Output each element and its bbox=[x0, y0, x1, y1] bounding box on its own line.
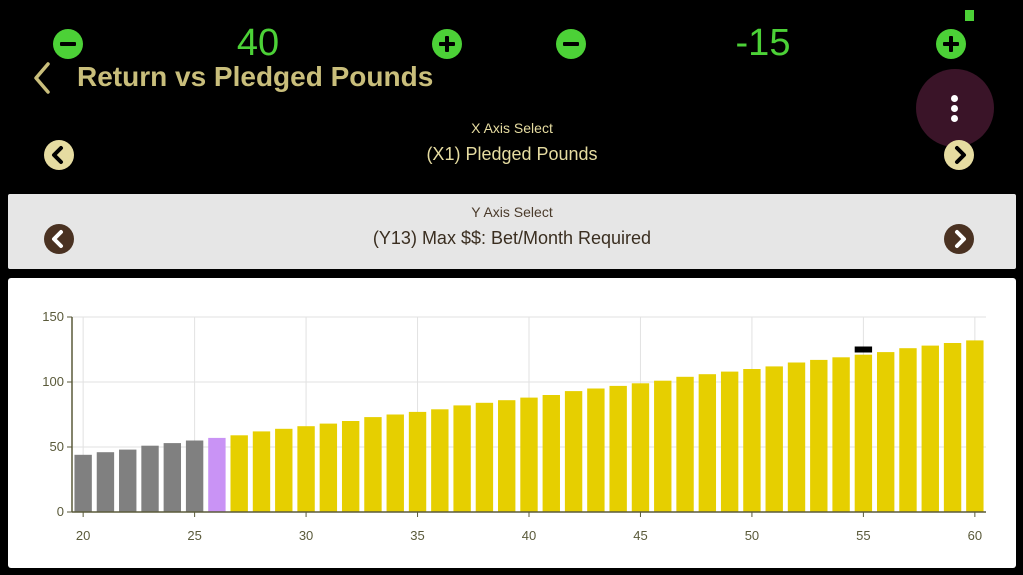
x-axis-select: X Axis Select (X1) Pledged Pounds bbox=[8, 112, 1016, 182]
page-title: Return vs Pledged Pounds bbox=[77, 61, 434, 92]
battery-indicator bbox=[965, 10, 974, 21]
bar-28[interactable] bbox=[252, 431, 271, 512]
bar-22[interactable] bbox=[119, 449, 137, 512]
bar-46[interactable] bbox=[654, 380, 672, 512]
bar-43[interactable] bbox=[587, 388, 605, 513]
chevron-right-circle-icon bbox=[944, 224, 974, 254]
x-tick-label-60: 60 bbox=[968, 528, 982, 543]
bar-35[interactable] bbox=[408, 411, 427, 512]
x-tick-label-20: 20 bbox=[76, 528, 90, 543]
y-tick-label-0: 0 bbox=[57, 504, 64, 519]
bar-57[interactable] bbox=[899, 348, 917, 512]
minus-circle-icon bbox=[563, 42, 579, 46]
bar-48[interactable] bbox=[698, 374, 717, 512]
bar-31[interactable] bbox=[319, 423, 338, 512]
bar-60[interactable] bbox=[966, 340, 984, 512]
bar-45[interactable] bbox=[631, 383, 650, 512]
x-tick-label-30: 30 bbox=[299, 528, 313, 543]
bar-56[interactable] bbox=[876, 352, 895, 512]
bar-52[interactable] bbox=[787, 362, 806, 513]
minus-circle-icon bbox=[60, 42, 76, 46]
x-axis-next-button[interactable] bbox=[944, 140, 974, 170]
back-button[interactable] bbox=[28, 60, 62, 96]
x-axis-select-label: X Axis Select bbox=[471, 120, 553, 136]
bar-55[interactable] bbox=[854, 354, 873, 512]
chevron-right-circle-icon bbox=[944, 140, 974, 170]
chevron-left-circle-icon bbox=[44, 224, 74, 254]
stepper-1-plus-button[interactable] bbox=[432, 29, 462, 59]
bar-27[interactable] bbox=[230, 435, 248, 512]
stepper-1-minus-button[interactable] bbox=[53, 29, 83, 59]
bar-51[interactable] bbox=[765, 366, 783, 512]
bar-24[interactable] bbox=[163, 443, 182, 512]
chart-card: 0 50 100 150 20 25 30 35 40 45 50 55 60 bbox=[8, 278, 1016, 568]
bar-26[interactable] bbox=[208, 437, 226, 512]
bar-33[interactable] bbox=[364, 417, 382, 512]
y-axis-select: Y Axis Select (Y13) Max $$: Bet/Month Re… bbox=[8, 194, 1016, 269]
x-tick-label-35: 35 bbox=[410, 528, 424, 543]
bar-58[interactable] bbox=[921, 345, 939, 512]
x-tick-label-55: 55 bbox=[856, 528, 870, 543]
bar-chart[interactable]: 0 50 100 150 20 25 30 35 40 45 50 55 60 bbox=[8, 278, 1016, 568]
bar-49[interactable] bbox=[720, 371, 739, 512]
bar-34[interactable] bbox=[386, 414, 404, 513]
chevron-left-circle-icon bbox=[44, 140, 74, 170]
bar-23[interactable] bbox=[141, 445, 159, 512]
bar-54[interactable] bbox=[832, 357, 850, 512]
x-tick-label-50: 50 bbox=[745, 528, 759, 543]
bar-47[interactable] bbox=[676, 376, 694, 512]
bar-59[interactable] bbox=[943, 343, 962, 512]
bar-21[interactable] bbox=[96, 452, 115, 512]
bar-29[interactable] bbox=[275, 428, 293, 512]
bar-36[interactable] bbox=[431, 409, 449, 512]
stepper-1-value: 40 bbox=[236, 22, 280, 64]
bar-42[interactable] bbox=[564, 391, 583, 512]
bar-50[interactable] bbox=[743, 369, 761, 512]
bar-41[interactable] bbox=[542, 395, 560, 512]
x-axis-prev-button[interactable] bbox=[44, 140, 74, 170]
bar-20[interactable] bbox=[74, 454, 92, 512]
selected-point-marker bbox=[854, 346, 873, 353]
y-tick-label-150: 150 bbox=[42, 309, 64, 324]
stepper-2-plus-button[interactable] bbox=[936, 29, 966, 59]
bar-37[interactable] bbox=[453, 405, 471, 512]
y-tick-label-50: 50 bbox=[50, 439, 64, 454]
y-axis-prev-button[interactable] bbox=[44, 224, 74, 254]
bar-38[interactable] bbox=[475, 402, 494, 512]
bar-25[interactable] bbox=[185, 440, 204, 513]
y-axis-select-value: (Y13) Max $$: Bet/Month Required bbox=[372, 228, 652, 248]
bar-40[interactable] bbox=[520, 397, 538, 512]
bar-44[interactable] bbox=[609, 385, 627, 512]
x-tick-label-25: 25 bbox=[187, 528, 201, 543]
x-axis-select-value: (X1) Pledged Pounds bbox=[426, 144, 598, 164]
y-axis-select-label: Y Axis Select bbox=[471, 204, 553, 220]
bar-53[interactable] bbox=[810, 359, 828, 512]
bar-32[interactable] bbox=[341, 421, 360, 512]
y-tick-label-100: 100 bbox=[42, 374, 64, 389]
more-options-button[interactable] bbox=[916, 69, 994, 147]
x-tick-label-45: 45 bbox=[633, 528, 647, 543]
bar-39[interactable] bbox=[498, 400, 516, 512]
stepper-2-minus-button[interactable] bbox=[556, 29, 586, 59]
chevron-left-icon bbox=[34, 62, 50, 94]
y-axis-next-button[interactable] bbox=[944, 224, 974, 254]
bar-30[interactable] bbox=[297, 426, 315, 512]
x-tick-label-40: 40 bbox=[522, 528, 536, 543]
stepper-2-value: -15 bbox=[735, 22, 791, 64]
